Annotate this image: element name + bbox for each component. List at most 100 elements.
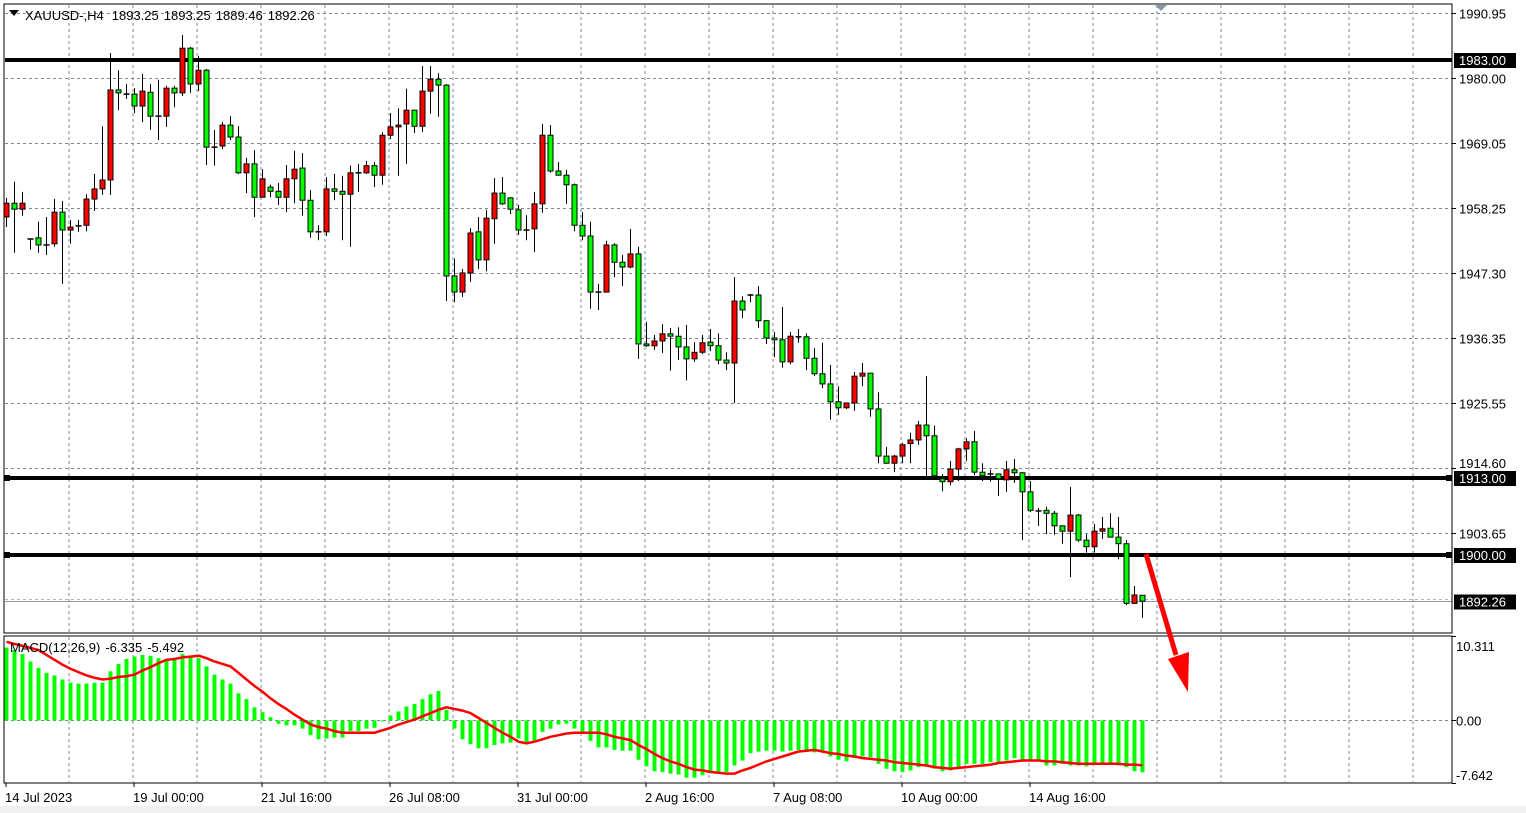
candle [67, 219, 74, 244]
macd-histogram-bar [868, 720, 873, 758]
candle [459, 268, 466, 297]
candle [1027, 481, 1034, 513]
macd-histogram-bar [548, 720, 553, 729]
red-down-arrow-annotation[interactable] [1143, 553, 1189, 692]
macd-indicator [4, 640, 1145, 778]
axes: 1990.95 1980.00 1969.05 1958.25 1947.30 1936.… [3, 3, 1506, 805]
bull-candle-body [891, 455, 898, 464]
bear-candle-body [299, 167, 306, 201]
bear-candle-body [1027, 491, 1034, 511]
candle [915, 420, 922, 445]
level-handle-left[interactable] [4, 552, 10, 558]
macd-histogram-bar [740, 720, 745, 761]
candle [499, 176, 506, 206]
candle [619, 255, 626, 287]
bear-candle-body [883, 455, 890, 464]
horizontal-levels[interactable]: 1983.00 1913.00 1900.00 1892.26 [4, 53, 1516, 610]
level-handle-right[interactable] [1446, 552, 1452, 558]
candle [83, 194, 90, 232]
price-tick-label: 1936.35 [1459, 332, 1506, 347]
candle [611, 243, 618, 278]
chart-shift-marker-icon[interactable] [1155, 5, 1167, 11]
bull-candle-body [363, 165, 370, 174]
bear-candle-body [779, 339, 786, 363]
bull-candle-body [163, 87, 170, 117]
macd-histogram-bar [1100, 720, 1105, 764]
candle [811, 348, 818, 377]
macd-histogram-bar [260, 712, 265, 721]
macd-histogram-bar [1108, 720, 1113, 764]
macd-histogram-bar [1084, 720, 1089, 767]
macd-histogram-bar [996, 720, 1001, 763]
bear-candle-body [435, 78, 442, 86]
candle [347, 165, 354, 247]
level-price-label: 1900.00 [1454, 548, 1516, 563]
candle [731, 277, 738, 403]
price-tick-label: 1925.55 [1459, 397, 1506, 412]
candle [747, 293, 754, 303]
bear-candle-body [675, 335, 682, 348]
candle [563, 169, 570, 204]
bull-candle-body [787, 335, 794, 363]
macd-histogram-bar [940, 720, 945, 772]
macd-histogram-bar [788, 720, 793, 751]
candle [883, 447, 890, 464]
macd-histogram-bar [204, 666, 209, 721]
bear-candle-body [1011, 469, 1018, 474]
bull-candle-body [139, 90, 146, 107]
chart-header: XAUUSD-,H4 1893.25 1893.25 1889.46 1892.26 [9, 8, 315, 23]
bull-candle-body [899, 444, 906, 457]
chart-header-line: XAUUSD-,H4 1893.25 1893.25 1889.46 1892.26 [25, 8, 315, 23]
macd-histogram-bar [804, 720, 809, 751]
bull-candle-body [179, 47, 186, 94]
bear-candle-body [499, 192, 506, 205]
macd-histogram-bar [348, 720, 353, 732]
price-panel-frame [3, 3, 1453, 634]
candle [827, 364, 834, 420]
bull-candle-body [427, 78, 434, 92]
level-handle-left[interactable] [4, 475, 10, 481]
level-handle-right[interactable] [1446, 475, 1452, 481]
bull-candle-body [323, 188, 330, 233]
price-tick-label: 1990.95 [1459, 7, 1506, 22]
macd-histogram-bar [212, 674, 217, 721]
macd-histogram-bar [660, 720, 665, 773]
macd-histogram-bar [572, 720, 577, 729]
candle [115, 70, 122, 111]
macd-histogram-bar [1012, 720, 1017, 759]
candle [427, 66, 434, 114]
macd-tick-label: -7.642 [1456, 768, 1493, 783]
macd-histogram-bar [284, 720, 289, 726]
price-tick-label: 1969.05 [1459, 137, 1506, 152]
macd-label: MACD(12,26,9) [10, 640, 100, 655]
macd-histogram-bar [884, 720, 889, 769]
bear-candle-body [755, 294, 762, 322]
candle [1139, 594, 1146, 618]
bear-candle-body [939, 478, 946, 483]
macd-histogram-bar [356, 720, 361, 732]
candle [267, 184, 274, 198]
price-tick-label: 1980.00 [1459, 72, 1506, 87]
candle [603, 240, 610, 293]
candle [307, 190, 314, 238]
bear-candle-body [515, 209, 522, 231]
price-tick-label: 1903.65 [1459, 527, 1506, 542]
macd-histogram-bar [676, 720, 681, 775]
candle [379, 132, 386, 185]
bull-candle-body [243, 163, 250, 174]
bull-candle-body [387, 126, 394, 136]
ohlc-open: 1893.25 [112, 8, 159, 23]
macd-histogram-bar [1044, 720, 1049, 766]
macd-histogram-bar [900, 720, 905, 773]
macd-histogram-bar [988, 720, 993, 763]
macd-histogram-bar [1140, 720, 1145, 773]
candle [723, 352, 730, 371]
dropdown-triangle-icon[interactable] [9, 10, 19, 16]
macd-histogram-bar [132, 656, 137, 721]
candle [139, 73, 146, 123]
bear-candle-body [867, 372, 874, 410]
bear-candle-body [763, 320, 770, 339]
candle [507, 197, 514, 214]
